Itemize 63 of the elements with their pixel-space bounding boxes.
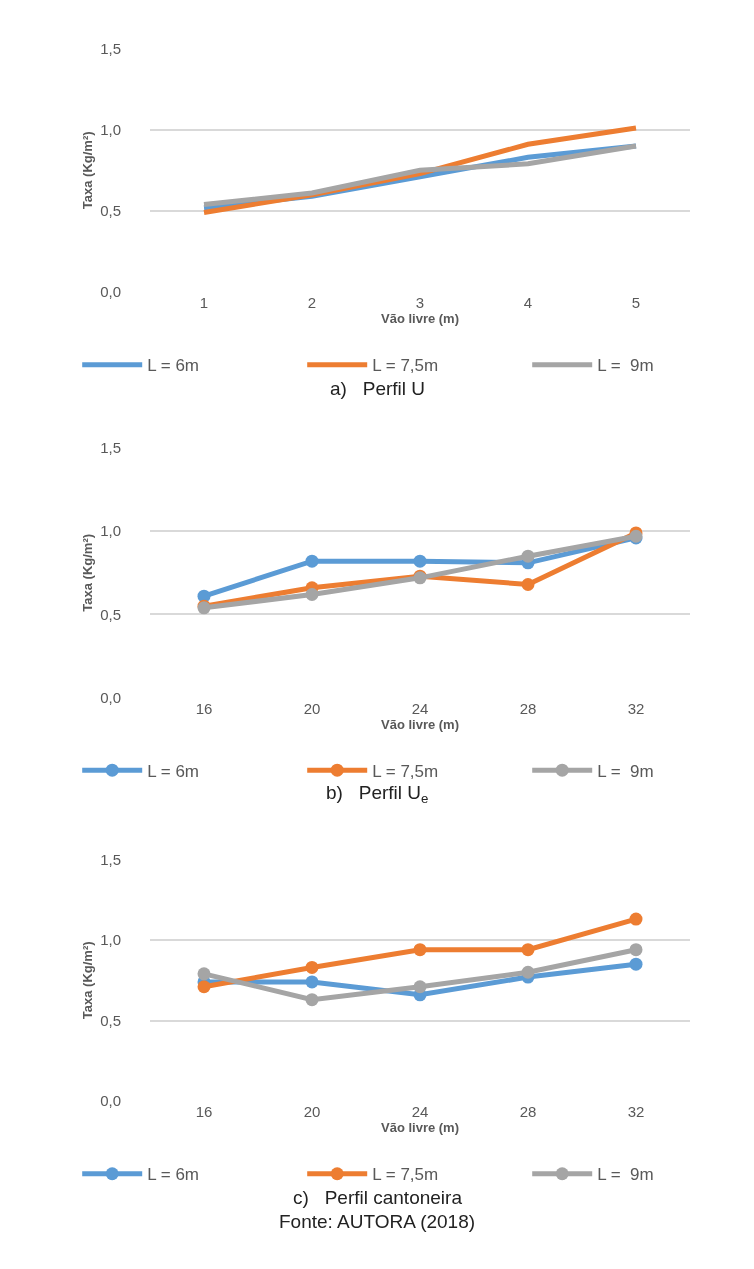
y-tick-label: 0,0 — [100, 283, 121, 301]
legend-label: L = 7,5m — [372, 1165, 439, 1185]
x-tick-label: 32 — [627, 699, 645, 717]
x-tick-label: 1 — [199, 294, 209, 312]
y-tick-label: 1,0 — [100, 931, 121, 949]
y-tick-label: 0,0 — [100, 1092, 121, 1110]
point — [305, 554, 319, 568]
x-tick-label: 20 — [303, 1103, 321, 1121]
legend-label: L = 6m — [147, 761, 200, 781]
point — [629, 957, 643, 971]
x-tick-label: 16 — [195, 1103, 213, 1121]
point — [413, 943, 427, 957]
legend-label: L = 9m — [597, 761, 654, 781]
point — [521, 943, 535, 957]
point — [197, 980, 211, 994]
point — [521, 965, 535, 979]
legend-label: L = 7,5m — [372, 761, 439, 781]
text: a) Perfil U — [330, 378, 426, 399]
x-tick-label: 5 — [631, 294, 641, 312]
point — [413, 554, 427, 568]
legend-label: L = 9m — [597, 356, 654, 376]
point — [629, 943, 643, 957]
x-tick-label: 24 — [411, 699, 429, 717]
x-tick-label: 16 — [195, 699, 213, 717]
x-tick-label: 28 — [519, 1103, 537, 1121]
x-tick-label: 24 — [411, 1103, 429, 1121]
y-axis-title: Taxa (Kg/m²) — [80, 941, 96, 1020]
point — [521, 577, 535, 591]
y-axis-title: Taxa (Kg/m²) — [80, 533, 96, 612]
y-tick-label: 1,5 — [100, 39, 121, 57]
point — [305, 587, 319, 601]
y-tick-label: 1,5 — [100, 850, 121, 868]
x-tick-label: 28 — [519, 699, 537, 717]
point — [305, 993, 319, 1007]
x-tick-label: 32 — [627, 1103, 645, 1121]
y-tick-label: 1,0 — [100, 522, 121, 540]
y-tick-label: 1,5 — [100, 439, 121, 457]
x-axis-title: Vão livre (m) — [380, 1120, 460, 1136]
x-tick-label: 3 — [415, 294, 425, 312]
x-tick-label: 2 — [307, 294, 317, 312]
x-axis-title: Vão livre (m) — [380, 311, 460, 327]
point — [197, 967, 211, 981]
x-tick-label: 20 — [303, 699, 321, 717]
y-tick-label: 0,5 — [100, 605, 121, 623]
x-axis-title: Vão livre (m) — [380, 716, 460, 732]
point — [413, 980, 427, 994]
point — [521, 549, 535, 563]
point — [305, 975, 319, 989]
text: c) Perfil cantoneira — [293, 1187, 463, 1208]
point — [629, 912, 643, 926]
text: b) Perfil U$_{e}$ — [326, 782, 429, 806]
y-tick-label: 1,0 — [100, 120, 121, 138]
y-axis-title: Taxa (Kg/m²) — [80, 131, 96, 210]
y-tick-label: 0,5 — [100, 202, 121, 220]
legend-label: L = 9m — [597, 1165, 654, 1185]
legend-label: L = 6m — [147, 1165, 200, 1185]
point — [305, 960, 319, 974]
y-tick-label: 0,5 — [100, 1011, 121, 1029]
legend-label: L = 6m — [147, 356, 200, 376]
source-note: Fonte: AUTORA (2018) — [279, 1211, 476, 1232]
legend-label: L = 7,5m — [372, 356, 439, 376]
x-tick-label: 4 — [523, 294, 533, 312]
y-tick-label: 0,0 — [100, 688, 121, 706]
